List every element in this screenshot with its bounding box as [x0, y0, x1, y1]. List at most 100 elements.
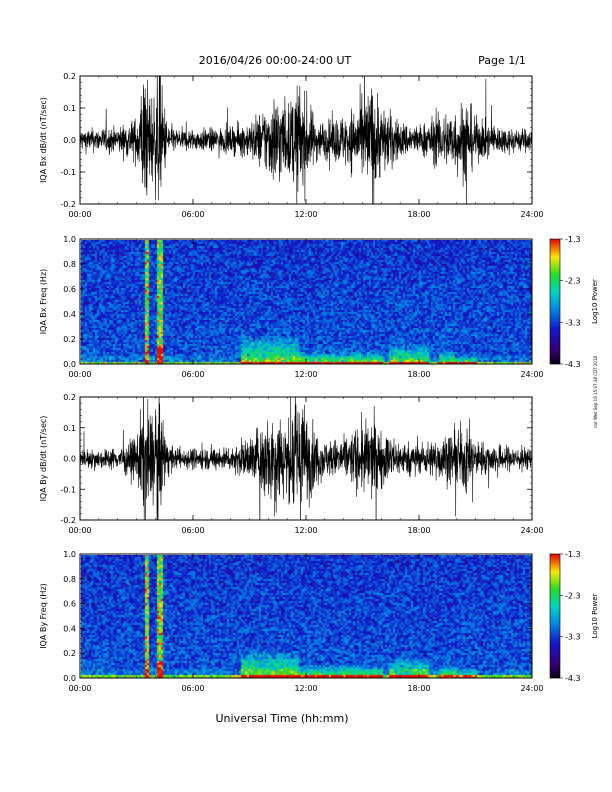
colorbar-stripe: [550, 576, 560, 578]
y-tick-label: 0.4: [63, 624, 76, 633]
colorbar-stripe: [550, 281, 560, 283]
colorbar-stripe: [550, 283, 560, 285]
colorbar-stripe: [550, 667, 560, 669]
y-tick-label: -0.2: [60, 200, 76, 209]
colorbar-stripe: [550, 335, 560, 337]
colorbar-stripe: [550, 322, 560, 324]
colorbar-stripe: [550, 334, 560, 336]
colorbar-stripe: [550, 350, 560, 352]
colorbar-stripe: [550, 584, 560, 586]
colorbar-tick-label: -2.3: [565, 277, 581, 286]
colorbar-stripe: [550, 275, 560, 277]
colorbar-stripe: [550, 339, 560, 341]
colorbar-stripe: [550, 360, 560, 362]
colorbar-stripe: [550, 654, 560, 656]
colorbar-stripe: [550, 636, 560, 638]
x-tick-label: 18:00: [407, 370, 430, 379]
colorbar-stripe: [550, 632, 560, 634]
colorbar-stripe: [550, 276, 560, 278]
colorbar-stripe: [550, 304, 560, 306]
colorbar-stripe: [550, 592, 560, 594]
x-tick-label: 12:00: [294, 684, 317, 693]
colorbar-stripe: [550, 266, 560, 268]
panel-1: 00:00 06:00 12:00 18:00 24:00 -0.2 -0.1 0.0 0.1 0…: [39, 72, 544, 219]
colorbar-stripe: [550, 614, 560, 616]
y-tick-label: 0.1: [63, 424, 76, 433]
y-axis-label: IQA By Freq (Hz): [39, 583, 48, 649]
colorbar-stripe: [550, 613, 560, 615]
colorbar-stripe: [550, 255, 560, 257]
y-tick-label: 0.2: [63, 649, 76, 658]
colorbar-stripe: [550, 572, 560, 574]
colorbar-stripe: [550, 648, 560, 650]
y-tick-label: 0.0: [63, 674, 76, 683]
colorbar-stripe: [550, 669, 560, 671]
colorbar-stripe: [550, 346, 560, 348]
colorbar-stripe: [550, 242, 560, 244]
colorbar-stripe: [550, 616, 560, 618]
colorbar-stripe: [550, 272, 560, 274]
colorbar-stripe: [550, 347, 560, 349]
colorbar-stripe: [550, 326, 560, 328]
colorbar-stripe: [550, 657, 560, 659]
colorbar-stripe: [550, 362, 560, 364]
colorbar-stripe: [550, 291, 560, 293]
colorbar-stripe: [550, 557, 560, 559]
colorbar-stripe: [550, 652, 560, 654]
colorbar-stripe: [550, 325, 560, 327]
x-tick-label: 06:00: [181, 684, 204, 693]
colorbar-stripe: [550, 674, 560, 676]
colorbar-stripe: [550, 601, 560, 603]
colorbar-stripe: [550, 296, 560, 298]
colorbar-stripe: [550, 260, 560, 262]
colorbar-stripe: [550, 607, 560, 609]
colorbar-stripe: [550, 245, 560, 247]
x-tick-label: 24:00: [520, 210, 543, 219]
colorbar-stripe: [550, 306, 560, 308]
colorbar-stripe: [550, 342, 560, 344]
colorbar-stripe: [550, 603, 560, 605]
colorbar-stripe: [550, 293, 560, 295]
colorbar-stripe: [550, 641, 560, 643]
colorbar-tick-label: -4.3: [565, 674, 581, 683]
colorbar-stripe: [550, 671, 560, 673]
colorbar-stripe: [550, 587, 560, 589]
y-tick-label: 0.0: [63, 360, 76, 369]
y-axis-label: IQA By dB/dt (nT/sec): [39, 416, 48, 502]
colorbar-stripe: [550, 328, 560, 330]
colorbar-stripe: [550, 646, 560, 648]
colorbar-stripe: [550, 330, 560, 332]
x-tick-label: 00:00: [68, 210, 91, 219]
colorbar-stripe: [550, 666, 560, 668]
colorbar-stripe: [550, 649, 560, 651]
colorbar-stripe: [550, 274, 560, 276]
colorbar-stripe: [550, 241, 560, 243]
colorbar: -1.3 -2.3 -3.3 -4.3 Log10 Power: [549, 235, 599, 369]
colorbar-stripe: [550, 262, 560, 264]
colorbar-stripe: [550, 315, 560, 317]
colorbar-stripe: [550, 623, 560, 625]
colorbar-stripe: [550, 618, 560, 620]
y-axis-label: IQA Bx dB/dt (nT/sec): [39, 97, 48, 183]
colorbar-stripe: [550, 329, 560, 331]
x-tick-label: 18:00: [407, 210, 430, 219]
colorbar-stripe: [550, 581, 560, 583]
x-tick-label: 24:00: [520, 370, 543, 379]
colorbar-stripe: [550, 588, 560, 590]
colorbar-stripe: [550, 631, 560, 633]
panel-3: 00:00 06:00 12:00 18:00 24:00 -0.2 -0.1 0.0 0.1 0…: [39, 393, 544, 535]
colorbar-stripe: [550, 660, 560, 662]
colorbar-stripe: [550, 310, 560, 312]
colorbar-stripe: [550, 624, 560, 626]
colorbar-stripe: [550, 676, 560, 678]
colorbar-stripe: [550, 305, 560, 307]
colorbar-stripe: [550, 303, 560, 305]
colorbar-stripe: [550, 633, 560, 635]
colorbar-stripe: [550, 628, 560, 630]
colorbar-stripe: [550, 359, 560, 361]
colorbar-stripe: [550, 354, 560, 356]
colorbar-stripe: [550, 577, 560, 579]
x-tick-label: 06:00: [181, 370, 204, 379]
panel-2: -1.3 -2.3 -3.3 -4.3 Log10 Power 00:00 06:00 12:…: [39, 235, 599, 379]
panel-4: -1.3 -2.3 -3.3 -4.3 Log10 Power 00:00 06:00 12:…: [39, 550, 599, 693]
